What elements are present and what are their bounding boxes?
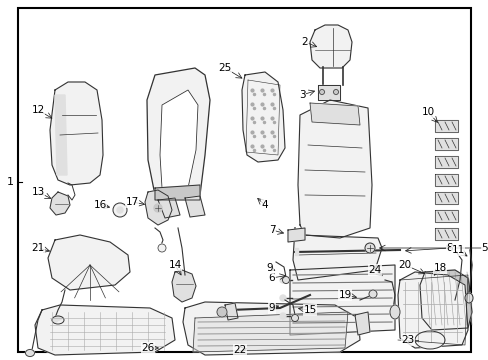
Polygon shape (242, 72, 285, 162)
Text: 4: 4 (261, 200, 268, 210)
Polygon shape (224, 303, 238, 320)
Text: 6: 6 (268, 273, 275, 283)
Text: 9: 9 (266, 263, 273, 273)
Polygon shape (434, 156, 457, 168)
Polygon shape (309, 103, 359, 125)
Ellipse shape (464, 293, 472, 303)
Polygon shape (160, 90, 198, 193)
Circle shape (368, 290, 376, 298)
Polygon shape (289, 265, 394, 335)
Polygon shape (35, 305, 175, 355)
Polygon shape (183, 302, 359, 355)
Polygon shape (434, 120, 457, 132)
Text: 18: 18 (432, 263, 446, 273)
Circle shape (280, 313, 285, 319)
Text: 26: 26 (141, 343, 154, 353)
Polygon shape (317, 85, 339, 100)
Circle shape (364, 243, 374, 253)
Circle shape (319, 90, 324, 95)
Text: 25: 25 (218, 63, 231, 73)
Circle shape (291, 315, 298, 321)
Text: 17: 17 (125, 197, 138, 207)
Text: 20: 20 (398, 260, 411, 270)
Polygon shape (397, 272, 467, 348)
Text: 23: 23 (401, 335, 414, 345)
Text: 14: 14 (168, 260, 181, 270)
Polygon shape (292, 228, 381, 280)
Polygon shape (419, 270, 471, 330)
Polygon shape (434, 138, 457, 150)
Polygon shape (50, 82, 103, 185)
Polygon shape (434, 174, 457, 186)
Text: 7: 7 (268, 225, 275, 235)
Text: 1: 1 (6, 177, 14, 187)
Polygon shape (294, 248, 297, 255)
Polygon shape (155, 185, 200, 200)
Polygon shape (193, 312, 347, 352)
Text: 13: 13 (31, 187, 44, 197)
Polygon shape (172, 270, 196, 302)
Polygon shape (287, 228, 305, 242)
Text: 8: 8 (446, 243, 452, 253)
Polygon shape (145, 190, 172, 225)
Ellipse shape (414, 331, 444, 349)
Text: 2: 2 (301, 37, 307, 47)
Text: 19: 19 (338, 290, 351, 300)
Polygon shape (50, 192, 70, 215)
Text: 3: 3 (298, 90, 305, 100)
Text: 24: 24 (367, 265, 381, 275)
Circle shape (280, 277, 285, 283)
Circle shape (280, 295, 285, 301)
Polygon shape (55, 95, 67, 175)
Circle shape (117, 207, 123, 213)
Text: 10: 10 (421, 107, 434, 117)
Polygon shape (434, 228, 457, 240)
Text: 12: 12 (31, 105, 44, 115)
Polygon shape (434, 210, 457, 222)
Polygon shape (354, 312, 369, 335)
Text: 11: 11 (450, 245, 464, 255)
Polygon shape (434, 192, 457, 204)
Circle shape (217, 307, 226, 317)
Polygon shape (158, 198, 180, 218)
Text: 9: 9 (268, 303, 275, 313)
Circle shape (158, 244, 165, 252)
Text: 16: 16 (93, 200, 106, 210)
Text: 22: 22 (233, 345, 246, 355)
Ellipse shape (52, 312, 162, 347)
Circle shape (282, 276, 289, 284)
Circle shape (113, 203, 127, 217)
Text: 15: 15 (303, 305, 316, 315)
Text: 5: 5 (481, 243, 488, 253)
Polygon shape (147, 68, 209, 200)
Ellipse shape (52, 316, 64, 324)
Polygon shape (184, 196, 204, 217)
Ellipse shape (25, 350, 35, 356)
Polygon shape (297, 100, 371, 238)
Circle shape (154, 204, 162, 212)
Polygon shape (309, 25, 351, 68)
Circle shape (333, 90, 338, 95)
Ellipse shape (389, 305, 399, 319)
Polygon shape (48, 235, 130, 290)
Text: 21: 21 (31, 243, 44, 253)
